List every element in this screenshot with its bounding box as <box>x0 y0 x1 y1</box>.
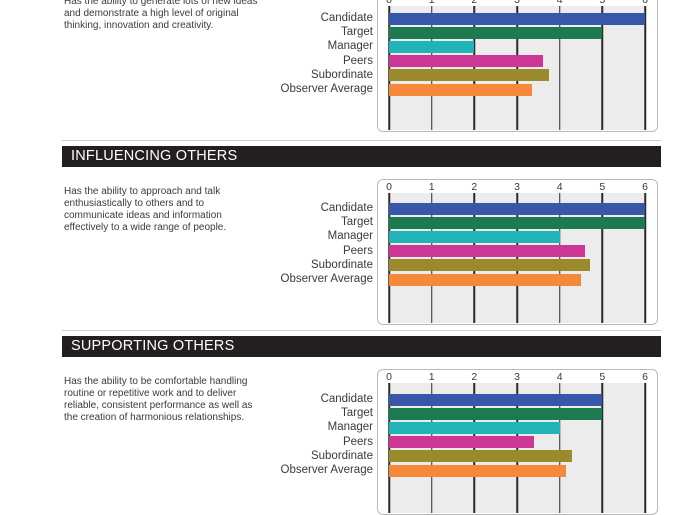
bar-manager <box>389 230 560 243</box>
axis-tick-label: 6 <box>642 0 648 6</box>
axis-tick-label: 0 <box>386 181 392 193</box>
axis-tick-label: 1 <box>428 0 435 6</box>
category-label: Subordinate <box>310 258 373 271</box>
bar-observer-average <box>389 83 532 96</box>
bar-candidate <box>389 12 645 25</box>
bar-target <box>389 407 603 420</box>
category-label: Target <box>341 216 373 229</box>
bar-peers <box>389 55 543 68</box>
axis-tick-label: 5 <box>599 371 606 383</box>
axis-tick-label: 4 <box>556 0 563 6</box>
gridline <box>388 6 390 130</box>
category-label: Manager <box>327 421 373 434</box>
axis-tick-label: 2 <box>471 0 478 6</box>
gridline <box>430 6 433 130</box>
axis-tick-label: 0 <box>386 0 392 6</box>
gridline <box>430 193 433 323</box>
bar-manager <box>389 40 475 53</box>
axis-tick-label: 5 <box>599 0 606 6</box>
category-label: Candidate <box>320 12 373 24</box>
axis-tick-label: 5 <box>599 181 606 193</box>
bar-candidate <box>389 202 645 215</box>
gridline <box>558 383 561 513</box>
bar-target <box>389 216 645 229</box>
section-divider <box>62 330 661 331</box>
competency-description: Has the ability to be comfortable handli… <box>64 376 253 423</box>
bar-candidate <box>389 393 603 406</box>
gridline <box>644 6 646 130</box>
bar-observer-average <box>389 273 581 286</box>
gridline <box>601 6 604 130</box>
category-label: Target <box>341 407 373 420</box>
gridline <box>601 383 604 513</box>
gridline <box>558 193 561 323</box>
category-label: Peers <box>342 54 373 67</box>
gridline <box>473 193 476 323</box>
bar-subordinate <box>389 450 573 463</box>
bar-target <box>389 26 603 39</box>
bar-peers <box>389 436 535 449</box>
axis-tick-label: 6 <box>642 371 648 383</box>
gridline <box>473 6 476 130</box>
section-divider <box>62 140 661 141</box>
gridline <box>388 193 390 323</box>
bar-subordinate <box>389 69 549 82</box>
section-heading: SUPPORTING OTHERS <box>62 336 661 357</box>
bar-peers <box>389 245 586 258</box>
category-label: Observer Average <box>280 464 373 476</box>
axis-tick-label: 6 <box>642 181 648 193</box>
category-label: Subordinate <box>310 449 373 462</box>
category-label: Peers <box>342 435 373 448</box>
axis-tick-label: 2 <box>471 181 478 193</box>
category-label: Candidate <box>320 202 373 214</box>
gridline <box>558 6 561 130</box>
axis-tick-label: 4 <box>556 371 563 383</box>
category-label: Target <box>341 26 373 39</box>
section-heading: INFLUENCING OTHERS <box>62 146 661 167</box>
gridline <box>644 193 646 323</box>
category-label: Candidate <box>320 393 373 405</box>
category-label: Subordinate <box>310 68 373 81</box>
bar-subordinate <box>389 259 590 272</box>
axis-tick-label: 2 <box>471 371 478 383</box>
axis-tick-label: 0 <box>386 371 392 383</box>
competency-description: Has the ability to approach and talk ent… <box>64 186 227 233</box>
category-label: Observer Average <box>280 83 373 95</box>
competency-description: Has the ability to generate lots of new … <box>64 0 258 31</box>
category-label: Observer Average <box>280 273 373 285</box>
gridline <box>644 383 646 513</box>
category-label: Manager <box>327 230 373 243</box>
axis-tick-label: 1 <box>428 371 435 383</box>
gridline <box>516 193 518 323</box>
axis-tick-label: 3 <box>514 181 520 193</box>
gridline <box>601 193 604 323</box>
gridline <box>516 6 518 130</box>
bar-manager <box>389 421 560 434</box>
bar-observer-average <box>389 464 567 477</box>
category-label: Peers <box>342 244 373 257</box>
axis-tick-label: 4 <box>556 181 563 193</box>
axis-tick-label: 1 <box>428 181 435 193</box>
axis-tick-label: 3 <box>514 0 520 6</box>
axis-tick-label: 3 <box>514 371 520 383</box>
category-label: Manager <box>327 40 373 53</box>
